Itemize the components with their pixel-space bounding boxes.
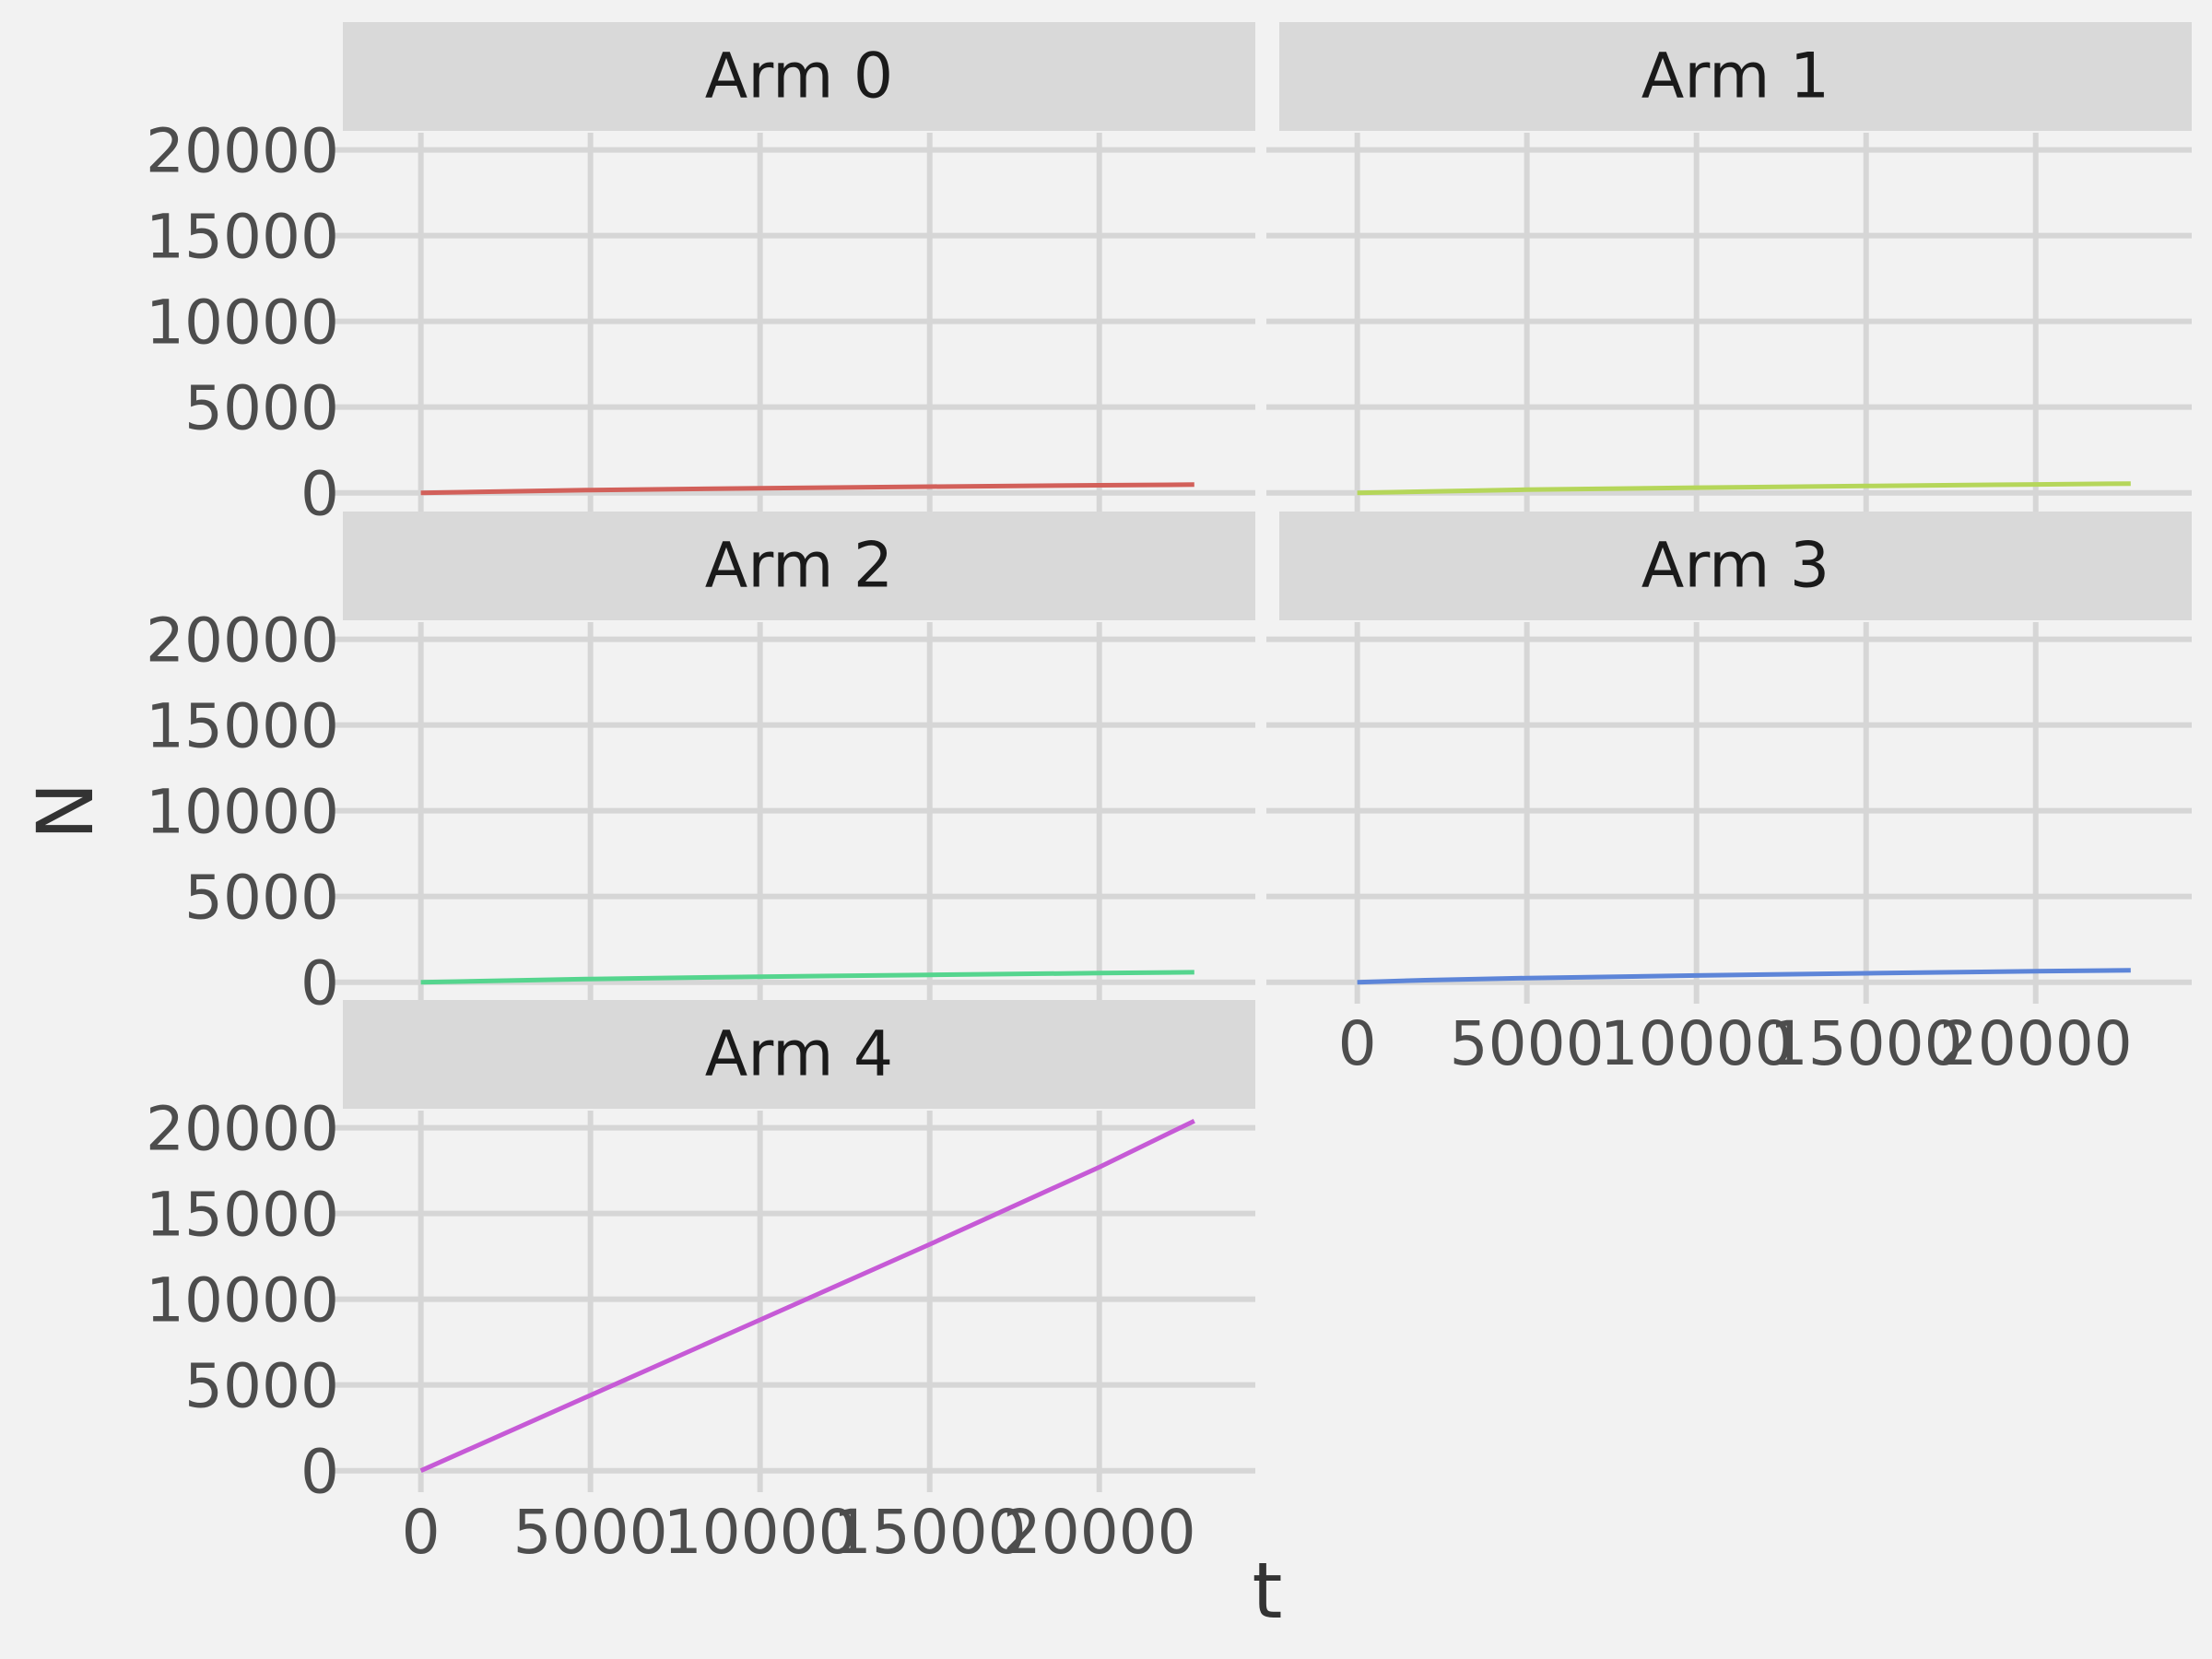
y-tick-label: 20000: [146, 606, 339, 677]
series-line-2: [420, 970, 1194, 985]
x-tick-label: 5000: [1450, 1008, 1605, 1079]
panel-title: Arm 4: [705, 1018, 893, 1091]
y-tick-label: 15000: [146, 1180, 339, 1251]
y-tick-label: 0: [300, 948, 339, 1019]
panel-0: Arm 0 0 5000 10000 15000 20000: [146, 22, 1255, 530]
panel-strip: [1279, 512, 2192, 620]
y-tick-label: 10000: [146, 1265, 339, 1336]
panel-strip: [343, 512, 1255, 620]
panel-strip: [1279, 22, 2192, 131]
y-tick-label: 5000: [184, 373, 339, 444]
panel-title: Arm 3: [1641, 530, 1830, 603]
series-line-1: [1357, 481, 2131, 496]
y-tick-label: 0: [300, 459, 339, 530]
x-tick-label: 10000: [1600, 1008, 1794, 1079]
x-tick-label: 0: [402, 1497, 441, 1568]
y-tick-label: 20000: [146, 116, 339, 187]
y-tick-label: 0: [300, 1437, 339, 1508]
series-line-0: [420, 482, 1194, 496]
panel-title: Arm 2: [705, 530, 893, 603]
x-tick-label: 15000: [833, 1497, 1027, 1568]
y-tick-label: 10000: [146, 777, 339, 848]
y-axis-title: N: [20, 782, 111, 841]
x-tick-label: 15000: [1770, 1008, 1963, 1079]
y-tick-label: 10000: [146, 288, 339, 359]
panel-strip: [343, 22, 1255, 131]
panel-1: Arm 1: [1266, 22, 2192, 514]
y-tick-label: 15000: [146, 202, 339, 273]
x-tick-label: 0: [1338, 1008, 1377, 1079]
panel-strip: [343, 1000, 1255, 1109]
series-line-4: [419, 1118, 1195, 1473]
panel-title: Arm 0: [705, 41, 893, 113]
x-tick-label: 5000: [513, 1497, 668, 1568]
y-tick-label: 5000: [184, 1351, 339, 1422]
y-tick-label: 20000: [146, 1094, 339, 1165]
x-tick-label: 20000: [1939, 1008, 2133, 1079]
x-tick-label: 10000: [664, 1497, 857, 1568]
y-tick-label: 15000: [146, 691, 339, 762]
x-tick-label: 20000: [1003, 1497, 1196, 1568]
panel-title: Arm 1: [1641, 41, 1830, 113]
series-line-3: [1357, 968, 2131, 985]
panel-2: Arm 2 0 5000 10000 15000 20000: [146, 512, 1255, 1019]
x-axis-title: t: [1253, 1546, 1283, 1636]
y-tick-label: 5000: [184, 863, 339, 934]
